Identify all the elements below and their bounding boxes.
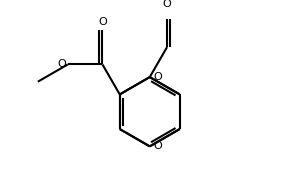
Text: O: O xyxy=(163,0,171,9)
Text: O: O xyxy=(98,17,107,27)
Text: O: O xyxy=(153,141,162,151)
Text: O: O xyxy=(57,59,66,69)
Text: O: O xyxy=(153,72,162,82)
